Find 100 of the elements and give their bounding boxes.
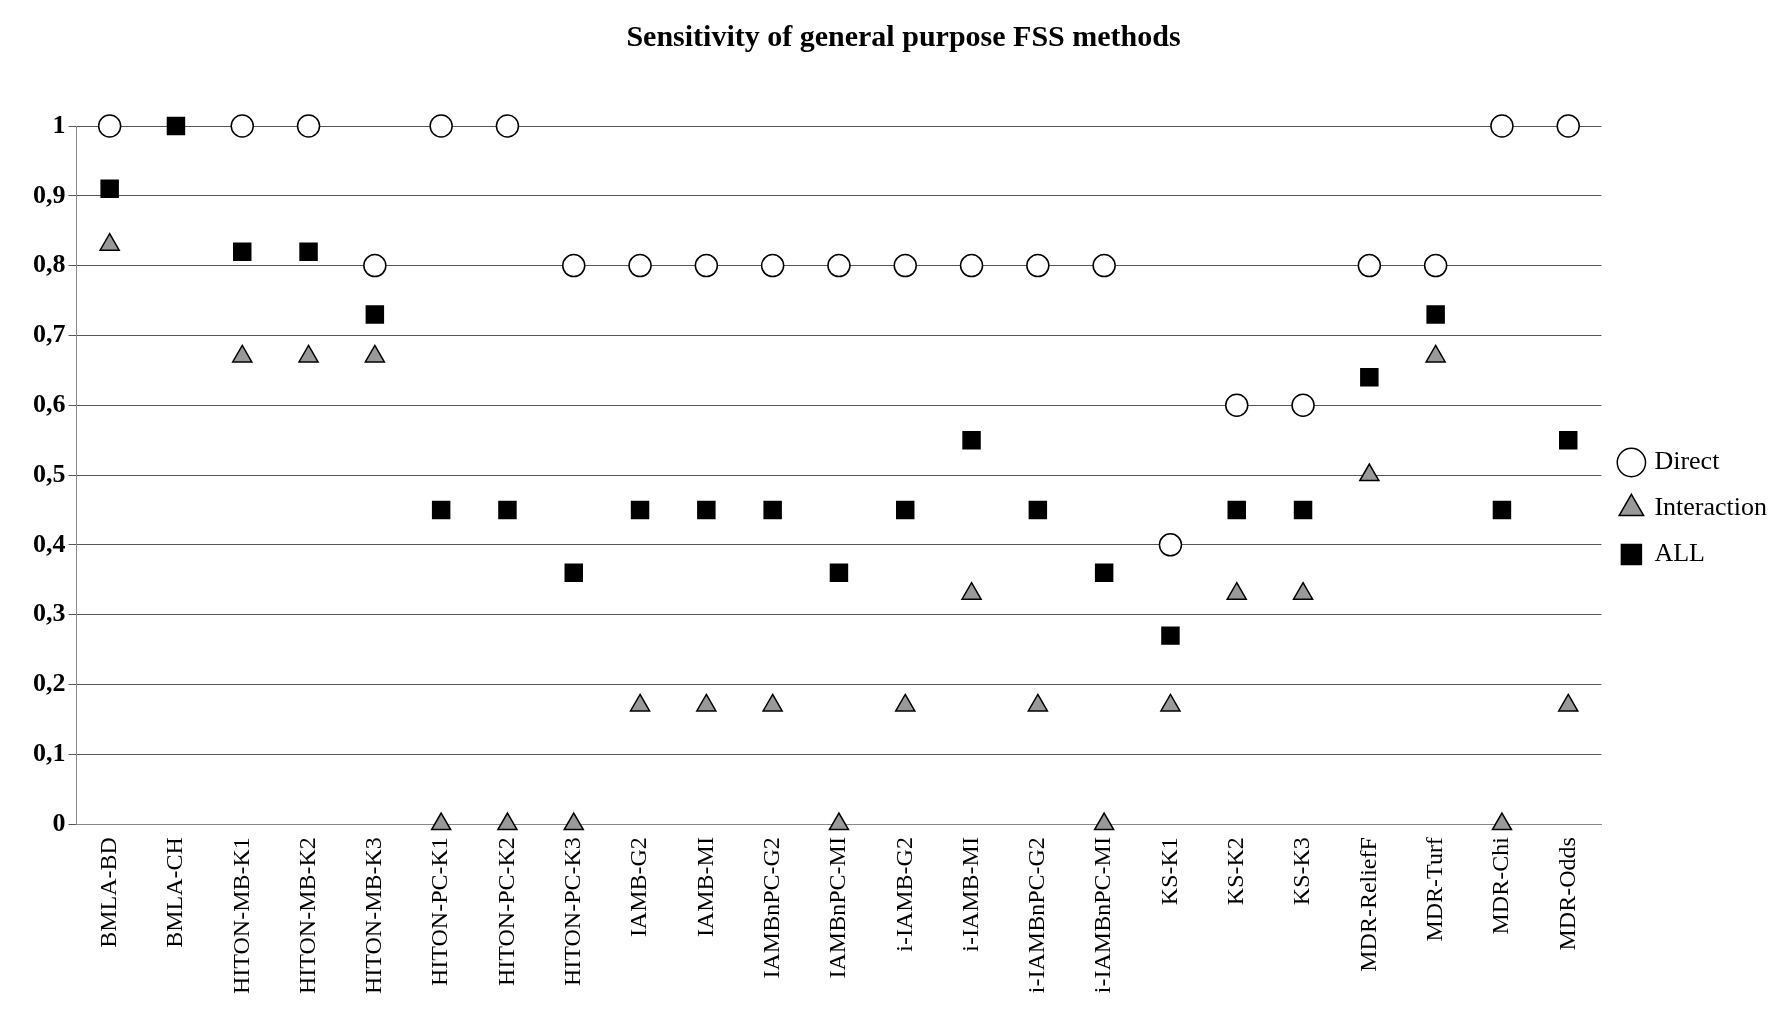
point	[296, 114, 321, 138]
point	[1492, 500, 1512, 520]
point	[495, 114, 520, 138]
x-tick-label: MDR-Odds	[1553, 837, 1580, 951]
point	[629, 693, 651, 712]
x-tick-label: KS-K2	[1222, 837, 1249, 906]
x-tick-label: i-IAMB-G2	[890, 837, 917, 952]
x-tick-label: i-IAMBnPC-G2	[1023, 837, 1050, 994]
x-tick-label: BMLA-BD	[94, 837, 121, 948]
point	[762, 693, 783, 712]
point	[1224, 393, 1249, 417]
y-tick-label: 0,5	[33, 458, 66, 488]
point	[1490, 114, 1514, 138]
point	[893, 253, 917, 278]
x-tick-label: i-IAMB-MI	[956, 837, 983, 952]
point	[563, 812, 585, 831]
point	[1359, 463, 1380, 482]
x-tick-label: HITON-PC-K1	[426, 837, 453, 987]
x-tick-label: i-IAMBnPC-MI	[1089, 837, 1116, 994]
point	[1028, 500, 1048, 520]
point	[233, 242, 252, 261]
x-tick-label: BMLA-CH	[161, 837, 188, 948]
point	[763, 500, 782, 520]
y-tick-label: 0,2	[33, 668, 66, 698]
y-tick-label: 0,4	[33, 528, 66, 558]
point	[828, 812, 850, 831]
point	[827, 253, 851, 278]
x-tick-label: KS-K1	[1155, 837, 1182, 906]
point	[100, 179, 119, 199]
x-tick-label: KS-K3	[1288, 837, 1315, 906]
y-tick-label: 0	[52, 807, 66, 837]
point	[961, 581, 982, 600]
point	[1226, 581, 1248, 600]
x-tick-label: HITON-MB-K3	[360, 837, 387, 995]
point	[696, 693, 717, 712]
point	[1158, 533, 1183, 557]
x-tick-label: HITON-PC-K3	[559, 837, 586, 987]
point	[1291, 393, 1315, 417]
point	[299, 242, 318, 261]
x-tick-label: IAMB-MI	[691, 837, 718, 938]
point	[1026, 253, 1050, 278]
point	[562, 253, 586, 278]
x-tick-label: HITON-PC-K2	[492, 837, 519, 987]
point	[1556, 114, 1580, 138]
point	[564, 563, 583, 583]
x-tick-label: MDR-Chi	[1487, 836, 1514, 935]
point	[1360, 368, 1379, 387]
point	[829, 563, 849, 583]
point	[1357, 253, 1382, 278]
point	[760, 253, 785, 278]
point	[628, 253, 652, 278]
x-tick-label: IAMBnPC-MI	[824, 837, 851, 979]
y-tick-label: 0,1	[33, 738, 66, 768]
legend-label: ALL	[1654, 538, 1705, 568]
point	[1027, 693, 1049, 712]
point	[962, 430, 981, 450]
point	[1092, 253, 1116, 278]
point	[896, 500, 915, 520]
point	[1426, 305, 1445, 324]
point	[1227, 500, 1246, 520]
point	[1557, 693, 1579, 712]
point	[497, 812, 518, 831]
point	[230, 114, 254, 138]
y-tick-label: 0,3	[33, 598, 66, 628]
point	[959, 253, 984, 278]
x-tick-label: HITON-MB-K2	[293, 837, 320, 995]
point	[363, 253, 387, 278]
point	[1559, 430, 1578, 450]
point	[1293, 500, 1313, 520]
point	[1292, 581, 1314, 600]
y-tick-label: 0,9	[33, 179, 66, 209]
point	[429, 114, 453, 138]
point	[1491, 812, 1513, 831]
point	[1423, 253, 1448, 278]
y-tick-label: 0,7	[33, 319, 66, 349]
chart-title: Sensitivity of general purpose FSS methods	[626, 18, 1181, 52]
point	[694, 253, 719, 278]
y-tick-label: 0,6	[33, 388, 66, 418]
x-tick-label: MDR-Turf	[1420, 837, 1447, 942]
x-tick-label: MDR-ReliefF	[1354, 837, 1381, 972]
x-tick-label: IAMBnPC-G2	[757, 837, 784, 979]
point	[1160, 693, 1181, 712]
point	[894, 693, 916, 712]
point	[697, 500, 716, 520]
point	[1161, 626, 1180, 645]
point	[431, 500, 451, 520]
y-tick-label: 1	[52, 109, 66, 139]
point	[97, 114, 122, 138]
point	[365, 305, 385, 324]
legend-label: Direct	[1654, 446, 1721, 476]
x-tick-label: IAMB-G2	[625, 837, 652, 938]
point	[498, 500, 517, 520]
point	[430, 812, 452, 831]
point	[166, 116, 186, 136]
y-tick-label: 0,8	[33, 249, 66, 279]
point	[630, 500, 650, 520]
point	[1094, 563, 1114, 583]
point	[1093, 812, 1115, 831]
legend-label: Interaction	[1654, 492, 1767, 522]
x-tick-label: HITON-MB-K1	[227, 837, 254, 995]
